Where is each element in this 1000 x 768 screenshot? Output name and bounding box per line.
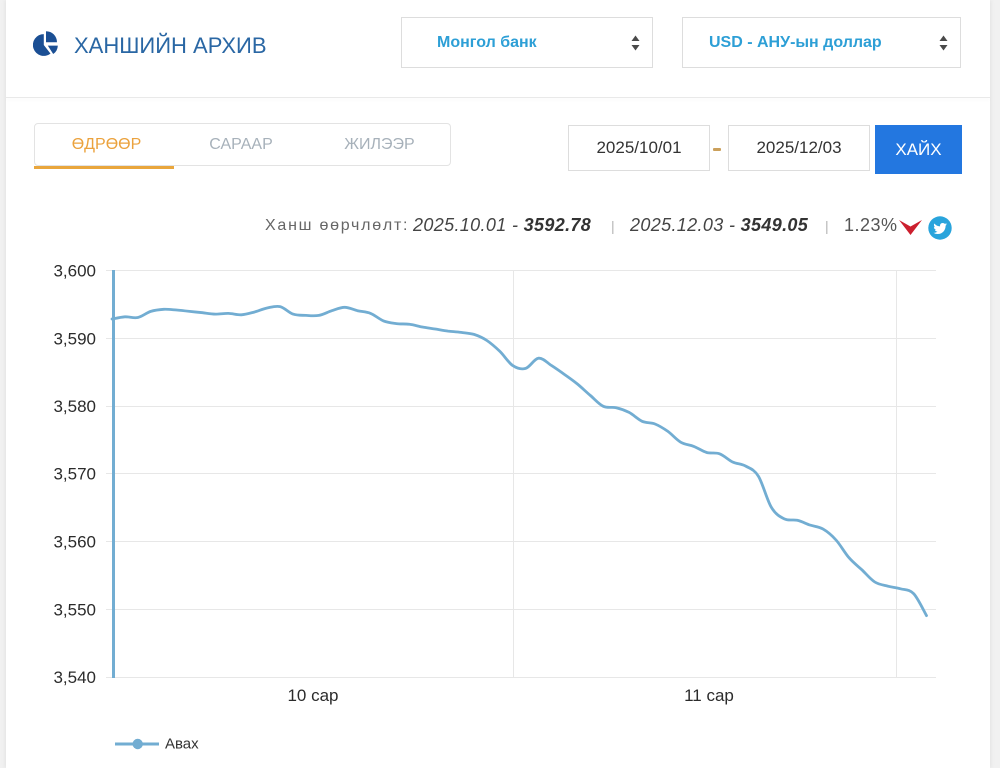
svg-text:3,560: 3,560	[53, 533, 96, 552]
svg-text:3,590: 3,590	[53, 329, 96, 348]
svg-text:3,550: 3,550	[53, 600, 96, 619]
svg-text:Авах: Авах	[165, 736, 199, 753]
svg-text:11 сар: 11 сар	[684, 686, 734, 705]
svg-text:10 сар: 10 сар	[287, 686, 338, 705]
svg-text:3,580: 3,580	[53, 397, 96, 416]
svg-text:3,570: 3,570	[53, 465, 96, 484]
svg-text:3,600: 3,600	[53, 262, 96, 281]
svg-text:3,540: 3,540	[53, 668, 96, 687]
